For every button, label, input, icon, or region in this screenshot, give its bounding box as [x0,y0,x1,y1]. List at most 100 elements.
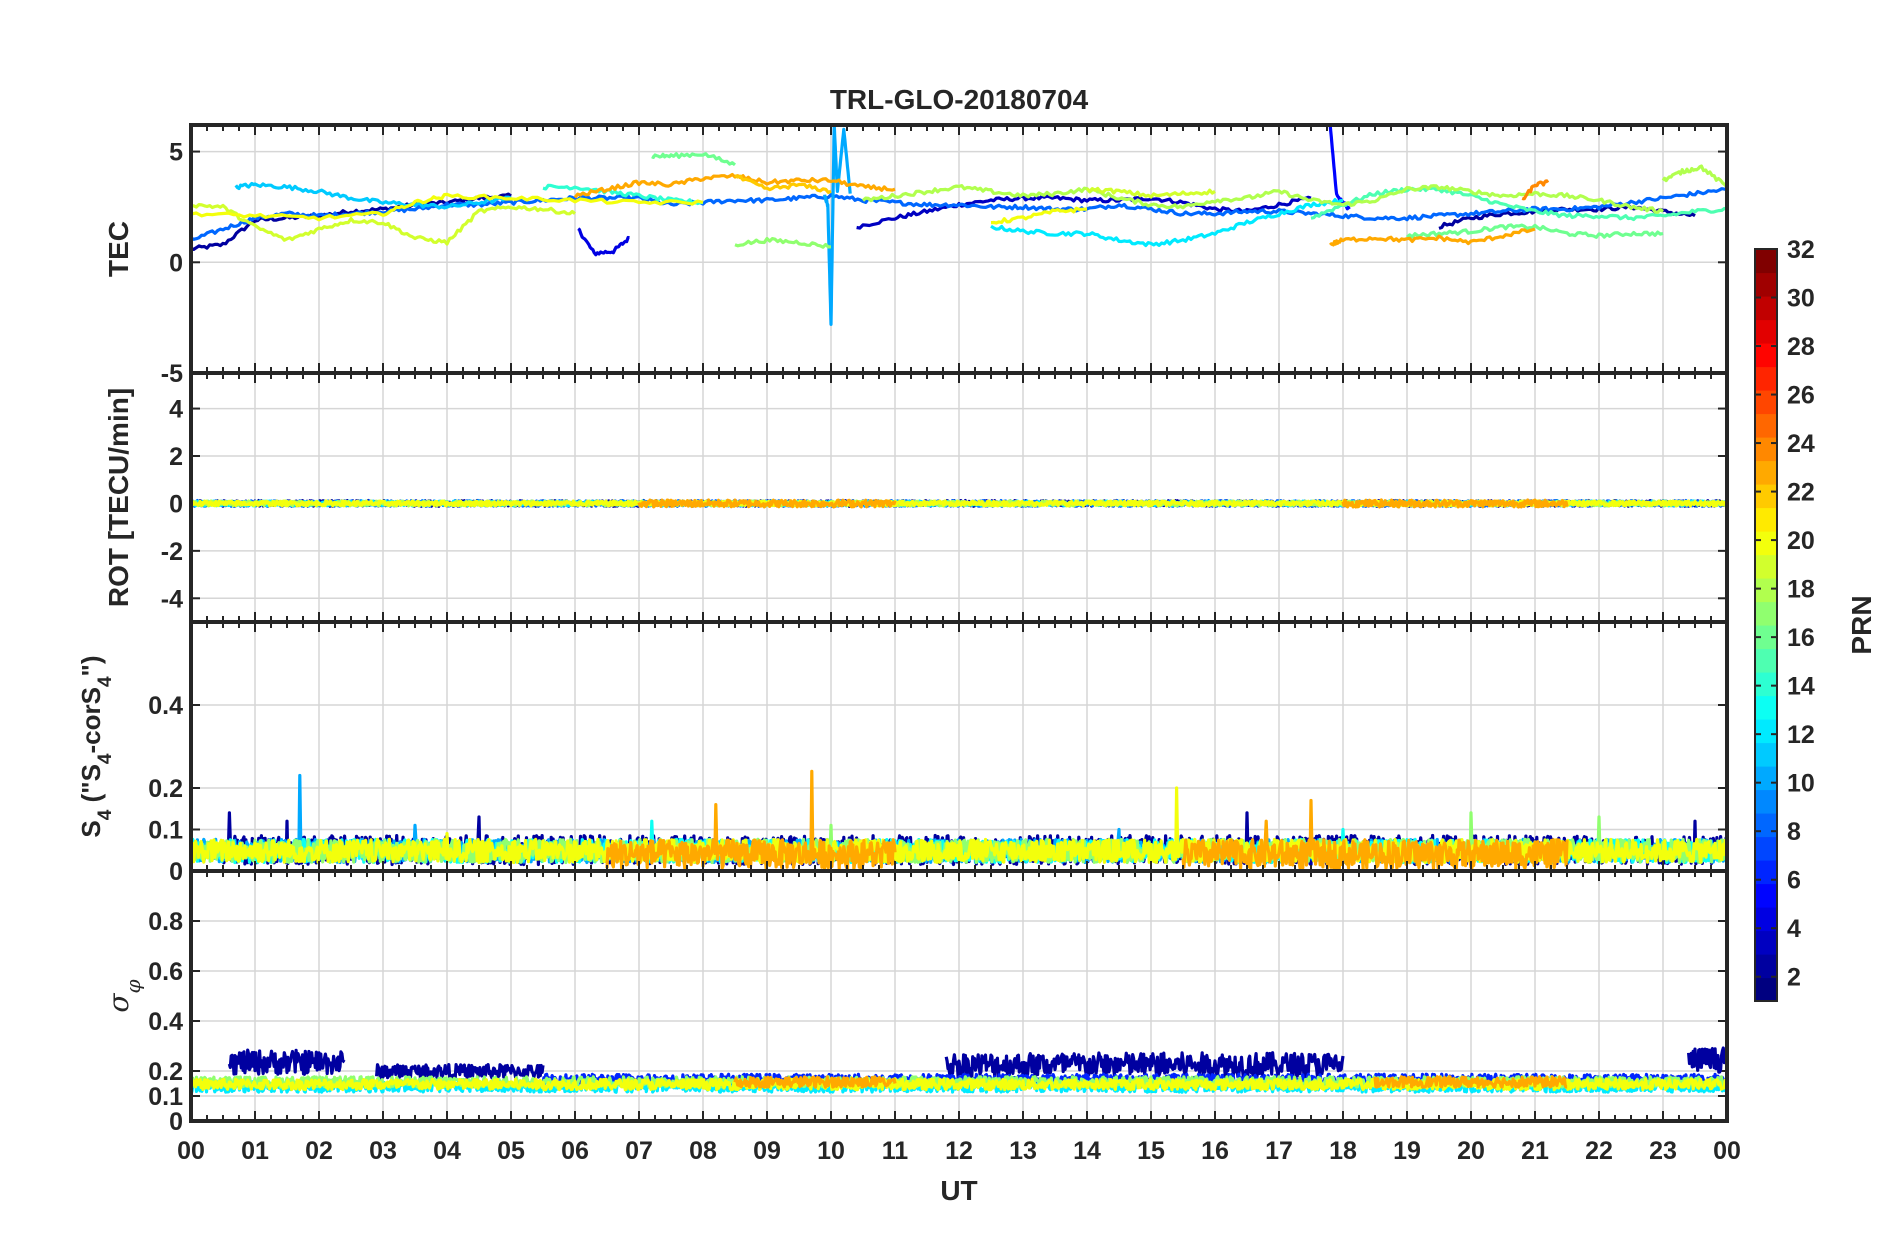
y-tick-label: 0.6 [148,958,183,986]
series-line-tec-prn-11 [234,181,512,210]
colorbar-tick-label: 18 [1787,576,1815,604]
colorbar-tick-label: 22 [1787,479,1815,507]
colorbar-segment [1755,531,1777,556]
colorbar-tick-label: 28 [1787,333,1815,361]
x-tick-label: 13 [1009,1137,1037,1165]
colorbar-tick-label: 4 [1787,915,1801,943]
series-line-tec-prn-12 [990,198,1344,248]
x-tick-label: 15 [1137,1137,1165,1165]
series-line-s4-prn-23 [1181,798,1569,871]
colorbar-frame [1754,248,1778,1002]
y-tick-label: 0.4 [148,1008,183,1036]
series-line-tec-prn-24 [1521,179,1550,201]
colorbar-segment [1755,836,1777,861]
colorbar-tick-label: 20 [1787,527,1815,555]
colorbar-segment [1755,954,1777,979]
colorbar-segment [1755,625,1777,650]
y-tick-label: 0.1 [148,1083,183,1111]
series-line-tec-prn-16 [1405,223,1664,239]
colorbar-segment [1755,742,1777,767]
series-line-tec-prn-20 [191,192,704,222]
y-tick-label: 0.2 [148,1058,183,1086]
x-tick-label: 10 [817,1137,845,1165]
y-tick-label: 0.2 [148,775,183,803]
colorbar-tick-label: 26 [1787,382,1815,410]
panel-sigma_phi: 00.10.2 0.4 0.6 0.8 σφ [102,869,1729,1136]
panel-tec: -5 0 5 TEC [103,123,1729,388]
colorbar-tick-label: 6 [1787,867,1801,895]
colorbar-tick-label: 2 [1787,964,1801,992]
series-line-tec-prn-17 [734,236,832,249]
colorbar-segment [1755,296,1777,321]
y-tick-label: 0.8 [148,908,183,936]
series-line-sigma_phi-prn-23 [1373,1075,1568,1089]
x-tick-label: 08 [689,1137,717,1165]
series-group [191,769,1727,871]
colorbar-segment [1755,507,1777,532]
colorbar-segment [1755,601,1777,626]
y-tick-label: -4 [161,585,183,613]
x-tick-label: 11 [882,1137,909,1165]
x-tick-label: 04 [433,1137,461,1165]
colorbar-tick-label: 24 [1787,430,1815,458]
x-tick-label: 20 [1457,1137,1485,1165]
y-axis-label-tec: TEC [103,221,134,277]
colorbar-segment [1755,672,1777,697]
x-tick-label: 21 [1521,1137,1549,1165]
series-line-tec-prn-18 [861,184,1664,214]
series-line-tec-prn-22 [734,173,832,194]
series-line-tec-prn-16 [651,152,737,167]
series-line-tec-prn-2 [191,192,512,251]
y-tick-label: 0 [169,490,183,518]
x-tick-label: 00 [1713,1137,1741,1165]
panel-frame [189,869,1729,1123]
y-tick-label: 5 [169,139,183,167]
x-tick-label: 14 [1073,1137,1101,1165]
colorbar-tick-label: 8 [1787,818,1801,846]
colorbar-segment [1755,578,1777,603]
x-tick-label: 03 [369,1137,397,1165]
x-tick-label: 18 [1329,1137,1357,1165]
colorbar-segment [1755,484,1777,509]
x-tick-label: 17 [1265,1137,1293,1165]
y-tick-label: -2 [161,538,183,566]
x-tick-label: 09 [753,1137,781,1165]
y-tick-label: 0 [169,249,183,277]
x-tick-label: 22 [1585,1137,1613,1165]
colorbar-segment [1755,413,1777,438]
y-tick-label: 0.1 [148,817,183,845]
colorbar-segment [1755,860,1777,885]
series-line-tec-prn-14 [542,183,703,206]
series-line-rot-prn-23 [637,498,897,509]
series-line-tec-prn-4 [577,227,630,257]
series-line-sigma_phi-prn-2 [1687,1046,1727,1074]
colorbar-tick-label: 30 [1787,285,1815,313]
series-line-tec-prn-15 [1310,185,1727,222]
colorbar-tick-label: 14 [1787,673,1815,701]
y-tick-label: 0.4 [148,692,183,720]
series-line-tec-prn-23 [1329,227,1536,247]
y-axis-label-sigma_phi: σφ [102,979,145,1012]
chart-title: TRL-GLO-20180704 [830,84,1089,115]
series-line-sigma_phi-prn-2 [227,1048,346,1076]
colorbar-segment [1755,437,1777,462]
x-tick-label: 06 [561,1137,589,1165]
colorbar-segment [1755,343,1777,368]
colorbar-segment [1755,766,1777,791]
colorbar-segment [1755,366,1777,391]
panel-s4: 0 0.1 0.2 0.4 S4 ("S4-corS4") [76,620,1729,886]
colorbar-tick-label: 10 [1787,770,1815,798]
x-tick-label: 07 [625,1137,653,1165]
colorbar-tick-label: 16 [1787,624,1815,652]
y-axis-label-rot: ROT [TECU/min] [103,388,134,607]
x-tick-labels: 00 01 02 03 04 05 06 07 08 09 10 11 12 13 14 15 16 17 18 19… [177,1137,1741,1165]
colorbar-label: PRN [1846,595,1877,654]
series-line-tec-prn-10 [823,125,852,326]
colorbar-segment [1755,977,1777,1002]
colorbar-tick-label: 12 [1787,721,1815,749]
series-group [191,498,1727,509]
